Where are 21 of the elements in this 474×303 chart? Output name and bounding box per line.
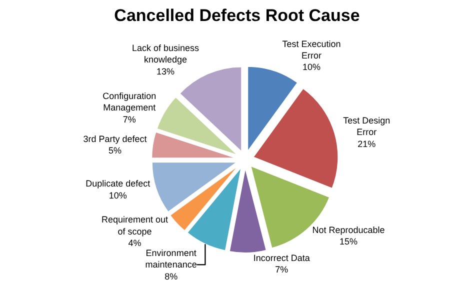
data-label: 5% bbox=[108, 145, 122, 156]
slice-label: Environment maintenance bbox=[145, 248, 197, 270]
data-label: 10% bbox=[108, 190, 127, 200]
data-label: 10% bbox=[302, 62, 321, 72]
slice-label: Requirement out of scope bbox=[101, 214, 168, 236]
slice-label: Not Reproducable bbox=[312, 224, 385, 235]
slice-label: Test Execution Error bbox=[282, 38, 341, 60]
data-label: 7% bbox=[122, 114, 136, 124]
slice-label: Lack of business knowledge bbox=[132, 42, 200, 65]
slice-label: Configuration Management bbox=[102, 90, 156, 113]
slice-label: Test Design Error bbox=[343, 115, 390, 138]
slice-label: 3rd Party defect bbox=[83, 134, 148, 144]
data-label: 8% bbox=[164, 271, 178, 282]
data-label: 7% bbox=[275, 264, 288, 275]
data-label: 21% bbox=[358, 138, 376, 149]
chart-title: Cancelled Defects Root Cause bbox=[114, 6, 360, 25]
slice-label: Incorrect Data bbox=[253, 252, 310, 263]
slice-label: Duplicate defect bbox=[86, 178, 151, 189]
data-label: 4% bbox=[128, 238, 142, 248]
data-label: 15% bbox=[340, 236, 358, 247]
data-label: 13% bbox=[156, 66, 175, 76]
